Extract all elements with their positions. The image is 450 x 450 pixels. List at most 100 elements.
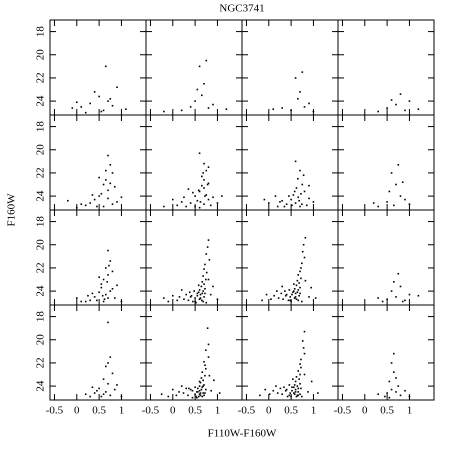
star-point <box>390 290 393 292</box>
star-point <box>189 202 192 204</box>
star-point <box>377 393 379 396</box>
star-point <box>205 194 208 196</box>
star-point <box>84 111 87 114</box>
star-point <box>167 300 170 303</box>
star-point <box>201 299 203 302</box>
star-point <box>308 197 310 200</box>
star-point <box>203 268 205 270</box>
star-point <box>195 301 197 304</box>
star-point <box>297 370 300 372</box>
star-point <box>404 198 406 201</box>
star-point <box>299 169 301 172</box>
panel-frame <box>337 304 435 401</box>
star-point <box>206 183 209 186</box>
star-point <box>111 104 114 107</box>
star-point <box>377 110 379 113</box>
star-point <box>84 204 87 207</box>
star-point <box>281 107 283 109</box>
star-point <box>284 294 287 297</box>
y-tick-label: 22 <box>35 167 47 178</box>
panel-frame <box>337 209 435 306</box>
star-point <box>314 297 317 299</box>
star-point <box>102 378 105 380</box>
star-point <box>208 374 211 377</box>
star-point <box>200 285 203 288</box>
star-point <box>317 392 319 394</box>
y-tick-label: 18 <box>35 216 47 228</box>
star-point <box>107 382 109 385</box>
star-point <box>102 278 105 281</box>
star-point <box>216 202 219 204</box>
star-point <box>89 299 91 302</box>
star-point <box>386 201 388 203</box>
star-point <box>205 169 208 172</box>
star-point <box>116 201 118 203</box>
star-point <box>212 285 214 288</box>
star-point <box>297 274 300 276</box>
star-point <box>277 297 280 299</box>
panel-frame <box>49 114 147 211</box>
star-point <box>160 393 163 396</box>
star-point <box>91 386 94 389</box>
star-point <box>297 387 300 390</box>
star-point <box>297 289 300 291</box>
star-point <box>93 91 96 93</box>
star-point <box>300 277 302 280</box>
star-point <box>199 201 202 203</box>
star-point <box>204 263 206 266</box>
star-point <box>298 294 300 297</box>
star-point <box>282 298 284 301</box>
star-point <box>180 201 183 203</box>
star-point <box>292 290 295 292</box>
star-point <box>209 293 212 296</box>
star-point <box>263 198 266 201</box>
star-point <box>388 396 391 399</box>
star-point <box>102 183 105 186</box>
star-point <box>377 205 379 208</box>
star-point <box>203 384 205 386</box>
star-point <box>67 199 69 202</box>
star-point <box>280 292 283 295</box>
star-point <box>111 203 114 206</box>
star-point <box>191 389 194 392</box>
star-point <box>289 299 292 302</box>
star-point <box>198 206 201 209</box>
star-point <box>274 195 277 197</box>
star-point <box>301 340 304 342</box>
star-point <box>408 203 411 206</box>
star-point <box>292 283 295 285</box>
star-point <box>109 164 112 166</box>
star-point <box>102 205 105 208</box>
star-point <box>204 292 206 295</box>
star-point <box>198 298 201 301</box>
star-point <box>203 283 205 285</box>
star-point <box>203 203 205 206</box>
star-point <box>202 392 204 394</box>
star-point <box>198 389 201 392</box>
star-point <box>196 391 199 393</box>
star-point <box>299 205 301 208</box>
star-point <box>109 394 112 397</box>
star-point <box>265 293 268 296</box>
y-tick-label: 24 <box>35 285 47 297</box>
star-point <box>105 65 107 68</box>
star-point <box>302 243 305 246</box>
star-point <box>300 358 302 361</box>
y-tick-label: 20 <box>35 49 47 61</box>
star-point <box>198 385 201 387</box>
star-point <box>225 108 228 111</box>
star-point <box>80 203 83 206</box>
star-point <box>295 284 298 287</box>
star-point <box>386 298 388 301</box>
star-point <box>296 394 299 397</box>
star-point <box>195 395 197 398</box>
star-point <box>384 395 386 398</box>
star-point <box>295 376 298 378</box>
star-point <box>393 204 395 207</box>
star-point <box>294 391 297 393</box>
star-point <box>199 297 202 299</box>
star-point <box>299 393 301 396</box>
star-point <box>163 297 165 299</box>
star-point <box>307 391 309 393</box>
star-point <box>273 294 275 297</box>
